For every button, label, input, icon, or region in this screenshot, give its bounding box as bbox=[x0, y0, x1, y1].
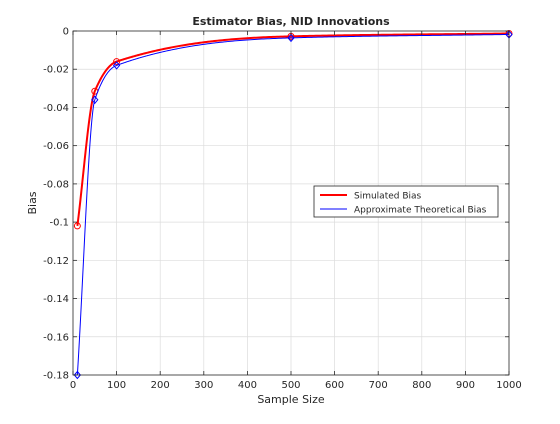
y-axis-label: Bias bbox=[26, 191, 39, 214]
y-tick-label: -0.02 bbox=[43, 65, 69, 76]
legend-entry-theoretical-bias: Approximate Theoretical Bias bbox=[354, 206, 487, 216]
series-line-0 bbox=[76, 32, 510, 227]
y-tick-label: -0.1 bbox=[49, 218, 69, 229]
y-tick-label: -0.16 bbox=[43, 332, 69, 343]
x-tick-label: 600 bbox=[325, 380, 344, 391]
data-point bbox=[73, 370, 82, 380]
legend-entry-simulated-bias: Simulated Bias bbox=[354, 192, 422, 202]
grid-lines bbox=[73, 31, 509, 375]
x-tick-label: 200 bbox=[151, 380, 170, 391]
x-tick-label: 700 bbox=[369, 380, 388, 391]
x-axis-label: Sample Size bbox=[257, 393, 325, 406]
y-tick-label: -0.18 bbox=[43, 371, 69, 382]
data-point bbox=[287, 33, 295, 43]
x-tick-label: 1000 bbox=[496, 380, 521, 391]
legend-box bbox=[313, 185, 499, 218]
series-line-1 bbox=[76, 33, 510, 375]
data-point bbox=[112, 61, 121, 70]
data-point bbox=[91, 95, 99, 105]
data-point bbox=[113, 58, 121, 66]
x-tick-label: 400 bbox=[238, 380, 257, 391]
chart-title: Estimator Bias, NID Innovations bbox=[192, 15, 390, 28]
x-tick-label: 100 bbox=[107, 380, 126, 391]
data-point bbox=[73, 222, 81, 230]
y-tick-label: -0.08 bbox=[43, 179, 69, 190]
x-tick-label: 300 bbox=[194, 380, 213, 391]
y-tick-label: -0.04 bbox=[43, 103, 69, 114]
tick-marks bbox=[72, 30, 510, 376]
x-tick-label: 800 bbox=[412, 380, 431, 391]
x-tick-label: 0 bbox=[70, 380, 76, 391]
x-tick-label: 500 bbox=[281, 380, 300, 391]
y-tick-label: -0.14 bbox=[43, 294, 69, 305]
x-tick-label: 900 bbox=[456, 380, 475, 391]
tick-labels: 0 100 200 300 400 500 600 700 800 900 1000 -0.18 -0.… bbox=[43, 27, 522, 392]
y-tick-label: -0.06 bbox=[43, 141, 69, 152]
y-tick-label: 0 bbox=[63, 27, 69, 38]
legend: Simulated Bias Approximate Theoretical B… bbox=[313, 185, 499, 218]
series-group bbox=[73, 29, 513, 380]
y-tick-label: -0.12 bbox=[43, 256, 69, 267]
